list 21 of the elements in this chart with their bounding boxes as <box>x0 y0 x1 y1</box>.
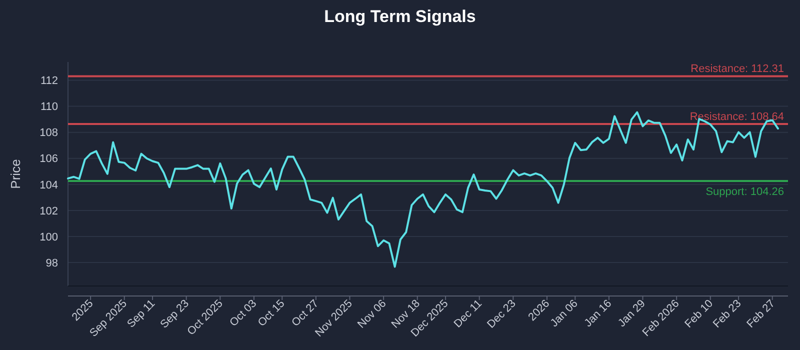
ref-line-label: Support: 104.26 <box>706 186 784 198</box>
x-tick-label: Dec 11 <box>452 298 484 330</box>
y-tick-label: 102 <box>40 205 58 218</box>
chart-title: Long Term Signals <box>324 7 476 26</box>
y-tick-label: 106 <box>40 153 58 166</box>
x-tick-label: Dec 23 <box>485 298 518 331</box>
y-tick-label: 104 <box>40 179 58 192</box>
ref-line-label: Resistance: 112.31 <box>690 63 784 76</box>
ref-line-label: Resistance: 108.64 <box>690 110 784 123</box>
y-tick-label: 100 <box>40 231 58 244</box>
x-tick-label: Sep 11 <box>125 298 158 330</box>
x-tick-label: Jan 06 <box>548 298 580 330</box>
x-tick-label: Feb 27 <box>744 298 778 330</box>
y-tick-label: 112 <box>40 75 58 88</box>
x-tick-label: Jan 16 <box>582 298 614 330</box>
x-tick-label: Nov 06 <box>356 298 389 331</box>
y-tick-label: 108 <box>40 127 58 140</box>
y-tick-label: 98 <box>46 257 58 270</box>
y-tick-label: 110 <box>40 101 58 114</box>
y-axis-title: Price <box>8 159 23 189</box>
x-tick-label: Feb 23 <box>710 298 744 330</box>
